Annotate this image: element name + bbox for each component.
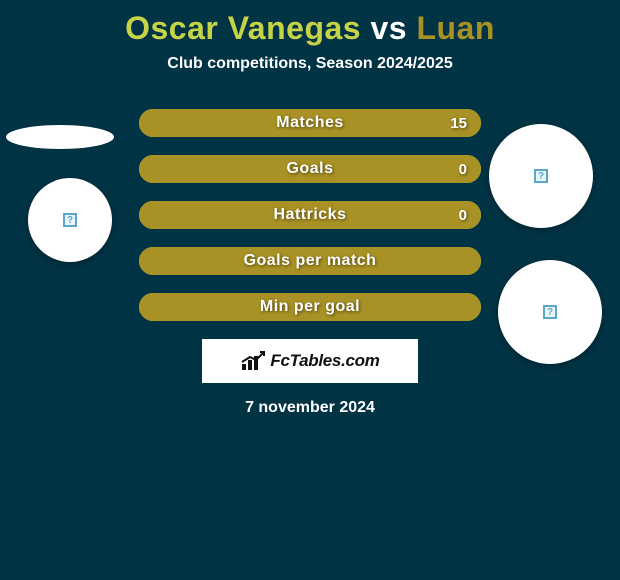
avatar-placeholder-icon [63,213,77,227]
player-a-avatar [28,178,112,262]
stat-row: Matches 15 [139,109,481,137]
stat-label: Min per goal [260,298,360,316]
stats-list: Matches 15 Goals 0 Hattricks 0 Goals per match… [139,109,481,321]
player-b-avatar-1 [489,124,593,228]
stat-row: Hattricks 0 [139,201,481,229]
stat-label: Goals [287,160,334,178]
avatar-placeholder-icon [534,169,548,183]
stat-value-right: 0 [459,207,467,224]
stat-row: Goals per match [139,247,481,275]
logo-inner: FcTables.com [240,350,379,372]
stat-label: Goals per match [244,252,377,270]
date-text: 7 november 2024 [0,399,620,417]
player-a-name: Oscar Vanegas [125,10,361,46]
fctables-logo[interactable]: FcTables.com [202,339,418,383]
stat-label: Hattricks [274,206,347,224]
avatar-placeholder-icon [543,305,557,319]
decorative-ellipse [6,125,114,149]
logo-text: FcTables.com [270,351,379,371]
page-title: Oscar Vanegas vs Luan [0,0,620,47]
vs-text: vs [370,10,407,46]
stat-label: Matches [276,114,344,132]
stat-row: Min per goal [139,293,481,321]
player-b-name: Luan [416,10,494,46]
stat-value-right: 15 [450,115,467,132]
stat-row: Goals 0 [139,155,481,183]
bar-chart-arrow-icon [240,350,266,372]
stat-value-right: 0 [459,161,467,178]
subtitle: Club competitions, Season 2024/2025 [0,55,620,73]
player-b-avatar-2 [498,260,602,364]
